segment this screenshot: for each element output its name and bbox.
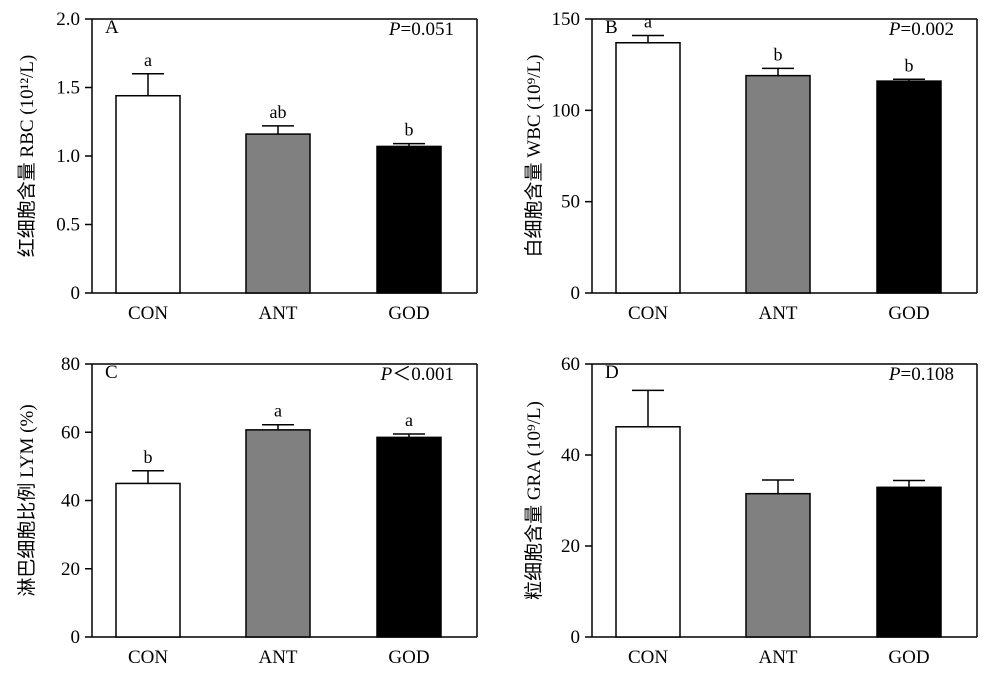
bar-con <box>615 41 681 294</box>
y-axis-label: 淋巴细胞比例 LYM (%) <box>16 404 38 596</box>
p-value-text: =0.108 <box>901 364 954 385</box>
p-value-label: P＜0.001 <box>380 364 454 385</box>
significance-letter: b <box>774 44 783 64</box>
x-category-label: ANT <box>258 303 297 324</box>
p-value-label: P=0.002 <box>888 19 954 40</box>
bar-ant <box>245 429 311 638</box>
bar-god <box>876 80 942 294</box>
y-tick-label: 150 <box>552 9 581 30</box>
y-tick-label: 0 <box>571 627 581 648</box>
x-category-label: ANT <box>758 303 797 324</box>
x-category-label: CON <box>628 303 668 324</box>
chart-panel-c: 0 20 40 60 80 淋巴细胞比例 LYM (%) C P＜0.001 b CON a ANT a… <box>16 354 478 668</box>
p-value-text: ＜0.001 <box>392 364 454 385</box>
p-value-label: P=0.108 <box>888 364 954 385</box>
y-tick-label: 0 <box>71 283 81 304</box>
x-category-label: GOD <box>888 647 929 668</box>
x-category-label: CON <box>628 647 668 668</box>
y-tick-label: 80 <box>61 354 80 375</box>
y-tick-label: 100 <box>552 100 581 121</box>
p-value-label: P=0.051 <box>388 19 454 40</box>
significance-letter: a <box>405 410 413 430</box>
y-tick-label: 50 <box>561 192 580 213</box>
panel-label: C <box>105 362 118 383</box>
significance-letter: ab <box>270 102 287 122</box>
y-axis-label: 红细胞含量 RBC (10¹²/L) <box>16 55 38 257</box>
y-tick-label: 40 <box>61 491 80 512</box>
y-tick-label: 0 <box>71 627 81 648</box>
y-tick-label: 60 <box>561 354 580 375</box>
x-category-label: GOD <box>888 303 929 324</box>
y-tick-label: 1.5 <box>56 78 80 99</box>
significance-letter: b <box>405 120 414 140</box>
significance-letter: a <box>144 50 152 70</box>
panel-label: B <box>605 17 618 38</box>
bar-god <box>376 436 442 638</box>
y-tick-label: 20 <box>561 536 580 557</box>
panel-label: D <box>605 362 619 383</box>
y-tick-label: 60 <box>61 422 80 443</box>
bar-god <box>876 486 942 638</box>
panel-label: A <box>105 17 119 38</box>
x-category-label: ANT <box>758 647 797 668</box>
significance-letter: b <box>144 447 153 467</box>
x-category-label: GOD <box>388 303 429 324</box>
y-tick-label: 20 <box>61 559 80 580</box>
y-tick-label: 0 <box>571 283 581 304</box>
x-category-label: CON <box>128 647 168 668</box>
p-value-symbol: P <box>888 19 901 40</box>
p-value-text: =0.002 <box>901 19 954 40</box>
p-value-text: =0.051 <box>401 19 454 40</box>
chart-panel-a: 0 0.5 1.0 1.5 2.0 红细胞含量 RBC (10¹²/L) A P=0.051 a… <box>16 9 478 324</box>
y-tick-label: 0.5 <box>56 215 80 236</box>
chart-panel-b: 0 50 100 150 白细胞含量 WBC (10⁹/L) B P=0.002 a CON b A… <box>523 9 978 324</box>
y-tick-label: 1.0 <box>56 146 80 167</box>
bar-con <box>615 426 681 638</box>
p-value-symbol: P <box>388 19 401 40</box>
y-axis-label: 粒细胞含量 GRA (10⁹/L) <box>523 401 545 600</box>
y-tick-label: 40 <box>561 445 580 466</box>
significance-letter: a <box>644 11 652 31</box>
bar-con <box>115 94 181 294</box>
bar-god <box>376 145 442 294</box>
x-category-label: GOD <box>388 647 429 668</box>
y-tick-label: 2.0 <box>56 9 80 30</box>
x-category-label: CON <box>128 303 168 324</box>
significance-letter: a <box>274 401 282 421</box>
bar-ant <box>745 492 811 638</box>
x-category-label: ANT <box>258 647 297 668</box>
bar-ant <box>745 74 811 294</box>
p-value-symbol: P <box>380 364 393 385</box>
bar-con <box>115 482 181 638</box>
significance-letter: b <box>905 55 914 75</box>
y-axis-label: 白细胞含量 WBC (10⁹/L) <box>523 55 545 258</box>
chart-panel-d: 0 20 40 60 粒细胞含量 GRA (10⁹/L) D P=0.108 CON ANT GO… <box>523 354 978 668</box>
p-value-symbol: P <box>888 364 901 385</box>
bar-ant <box>245 133 311 294</box>
